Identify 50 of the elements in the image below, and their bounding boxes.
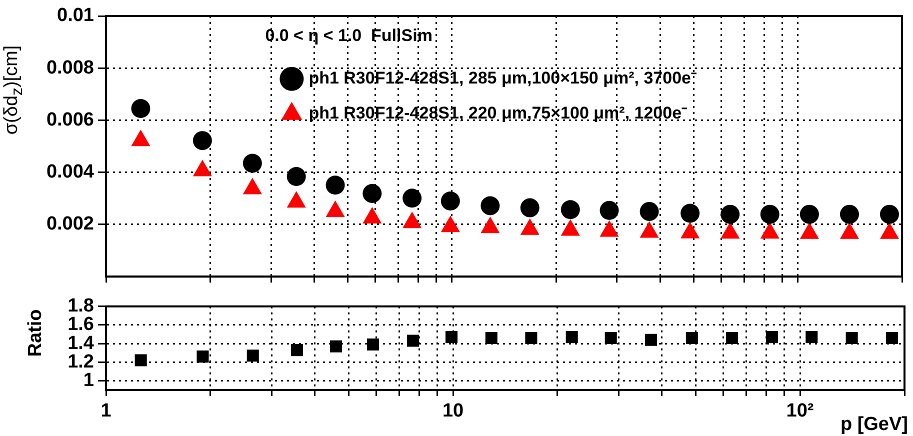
y-tick-label: 0.006 — [46, 109, 94, 130]
point — [560, 219, 580, 236]
x-tick-label: 10² — [786, 400, 814, 422]
point — [846, 332, 858, 344]
point — [886, 332, 898, 344]
point — [880, 222, 899, 239]
point — [485, 332, 498, 344]
point — [644, 334, 658, 346]
point — [407, 334, 420, 347]
point — [520, 218, 540, 235]
x-tick-label: 1 — [100, 400, 112, 422]
y-tick-label: 1.8 — [68, 296, 94, 317]
point — [600, 220, 619, 237]
y-tick-label: 0.002 — [46, 214, 94, 235]
y-tick-label: 1.6 — [68, 314, 94, 336]
y-tick-label: 1 — [83, 370, 94, 391]
point — [726, 332, 738, 344]
y-tick-label: 0.004 — [46, 162, 94, 183]
point — [242, 154, 262, 173]
point — [366, 338, 379, 350]
point — [480, 216, 500, 234]
y-tick-label: 0.01 — [57, 5, 94, 26]
y-tick-label: 1.4 — [68, 332, 94, 354]
point — [800, 222, 819, 239]
point — [604, 332, 617, 344]
point — [362, 184, 382, 203]
point — [720, 222, 740, 239]
legend-label: ph1 R30F12-428S1, 285 μm,100×150 μm², 3700e⁻ — [308, 68, 697, 88]
point — [525, 332, 538, 344]
point — [566, 331, 578, 344]
y-tick-label: 1.2 — [68, 351, 94, 372]
point — [445, 331, 458, 344]
point — [686, 332, 698, 344]
legend-label: ph1 R30F12-428S1, 220 μm,75×100 μm², 1200e⁻ — [308, 104, 688, 123]
point — [402, 212, 422, 228]
y-tick-label: 0.008 — [46, 57, 94, 78]
point — [760, 222, 780, 239]
x-axis-title: p [GeV] — [840, 414, 908, 436]
y-axis-title: Ratio — [25, 309, 47, 357]
x-tick-label: 10 — [442, 400, 464, 422]
point — [246, 350, 259, 362]
point — [680, 222, 700, 238]
point — [242, 178, 262, 194]
point — [840, 222, 860, 239]
point — [440, 216, 460, 232]
point — [766, 331, 778, 344]
legend-title: 0.0 < η < 1.0 FullSim — [265, 26, 432, 46]
point — [806, 331, 818, 344]
point — [640, 221, 659, 238]
point — [362, 206, 382, 224]
